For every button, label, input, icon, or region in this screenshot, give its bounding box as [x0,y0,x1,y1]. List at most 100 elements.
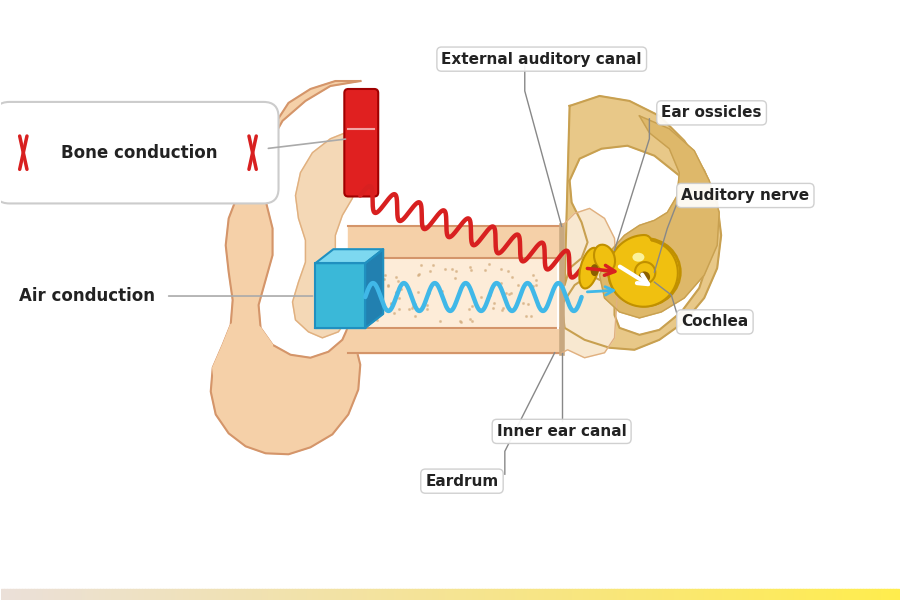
Point [377,275,392,284]
Polygon shape [599,116,719,318]
Ellipse shape [594,245,615,272]
Point [369,315,383,325]
Ellipse shape [580,248,599,289]
Point [504,289,518,298]
Point [406,301,420,311]
Point [487,298,501,308]
Text: Air conduction: Air conduction [19,287,156,305]
Point [378,270,392,280]
Point [500,288,514,298]
Point [454,317,468,327]
Point [450,293,464,302]
Ellipse shape [633,253,644,262]
Point [410,287,425,296]
Point [381,280,395,290]
Polygon shape [562,96,721,350]
FancyBboxPatch shape [0,102,278,203]
Point [389,289,403,298]
Point [426,260,440,270]
Polygon shape [315,249,383,263]
Point [463,262,477,271]
Point [516,298,530,308]
Text: Cochlea: Cochlea [681,314,749,329]
Text: Bone conduction: Bone conduction [60,143,217,161]
Polygon shape [562,208,617,358]
Point [384,299,399,309]
Point [464,265,478,275]
Polygon shape [292,131,358,338]
Point [435,286,449,295]
Point [369,272,383,282]
Point [433,317,447,326]
Text: Auditory nerve: Auditory nerve [681,188,809,203]
Point [445,265,459,274]
Point [524,311,538,320]
Point [526,281,540,290]
Point [500,266,515,275]
Ellipse shape [639,272,650,282]
Point [453,316,467,325]
Point [392,293,406,303]
Point [408,311,422,321]
Text: Inner ear canal: Inner ear canal [497,424,626,439]
Point [419,300,434,310]
Point [494,278,508,287]
Point [486,304,500,313]
Point [437,264,452,274]
Text: Ear ossicles: Ear ossicles [662,106,761,121]
Point [529,275,544,285]
Point [494,305,508,314]
Point [402,304,417,314]
Point [501,289,516,298]
Point [404,303,419,313]
Point [362,299,376,309]
Point [391,276,405,286]
Point [482,259,497,269]
Point [364,296,379,306]
Point [532,301,546,311]
Point [505,272,519,282]
Point [510,280,525,290]
Point [482,290,497,299]
Point [386,308,400,318]
Point [423,266,437,276]
Point [526,270,540,280]
Point [518,311,533,321]
Point [464,301,479,310]
Point [384,299,399,308]
Point [414,260,428,269]
Point [496,303,510,313]
Point [389,287,403,297]
Polygon shape [212,315,273,407]
Text: External auditory canal: External auditory canal [442,52,642,67]
Point [529,293,544,303]
Point [478,265,492,274]
Polygon shape [315,263,365,328]
Point [409,299,423,309]
Point [394,284,409,294]
Point [520,299,535,308]
Ellipse shape [608,238,680,306]
Point [410,270,425,280]
Point [360,311,374,320]
Polygon shape [211,81,360,454]
Point [420,304,435,314]
Point [462,304,476,314]
Point [449,266,464,276]
Point [474,293,489,302]
Text: Eardrum: Eardrum [426,473,499,488]
Point [368,263,382,272]
Point [392,304,406,313]
Point [382,281,396,291]
Point [366,275,381,284]
Point [465,316,480,326]
FancyBboxPatch shape [345,89,378,196]
Polygon shape [365,249,383,328]
Point [448,273,463,283]
Point [374,307,388,317]
Point [494,264,508,274]
Ellipse shape [590,264,598,276]
Point [421,288,436,298]
Point [372,287,386,297]
Point [528,280,543,290]
